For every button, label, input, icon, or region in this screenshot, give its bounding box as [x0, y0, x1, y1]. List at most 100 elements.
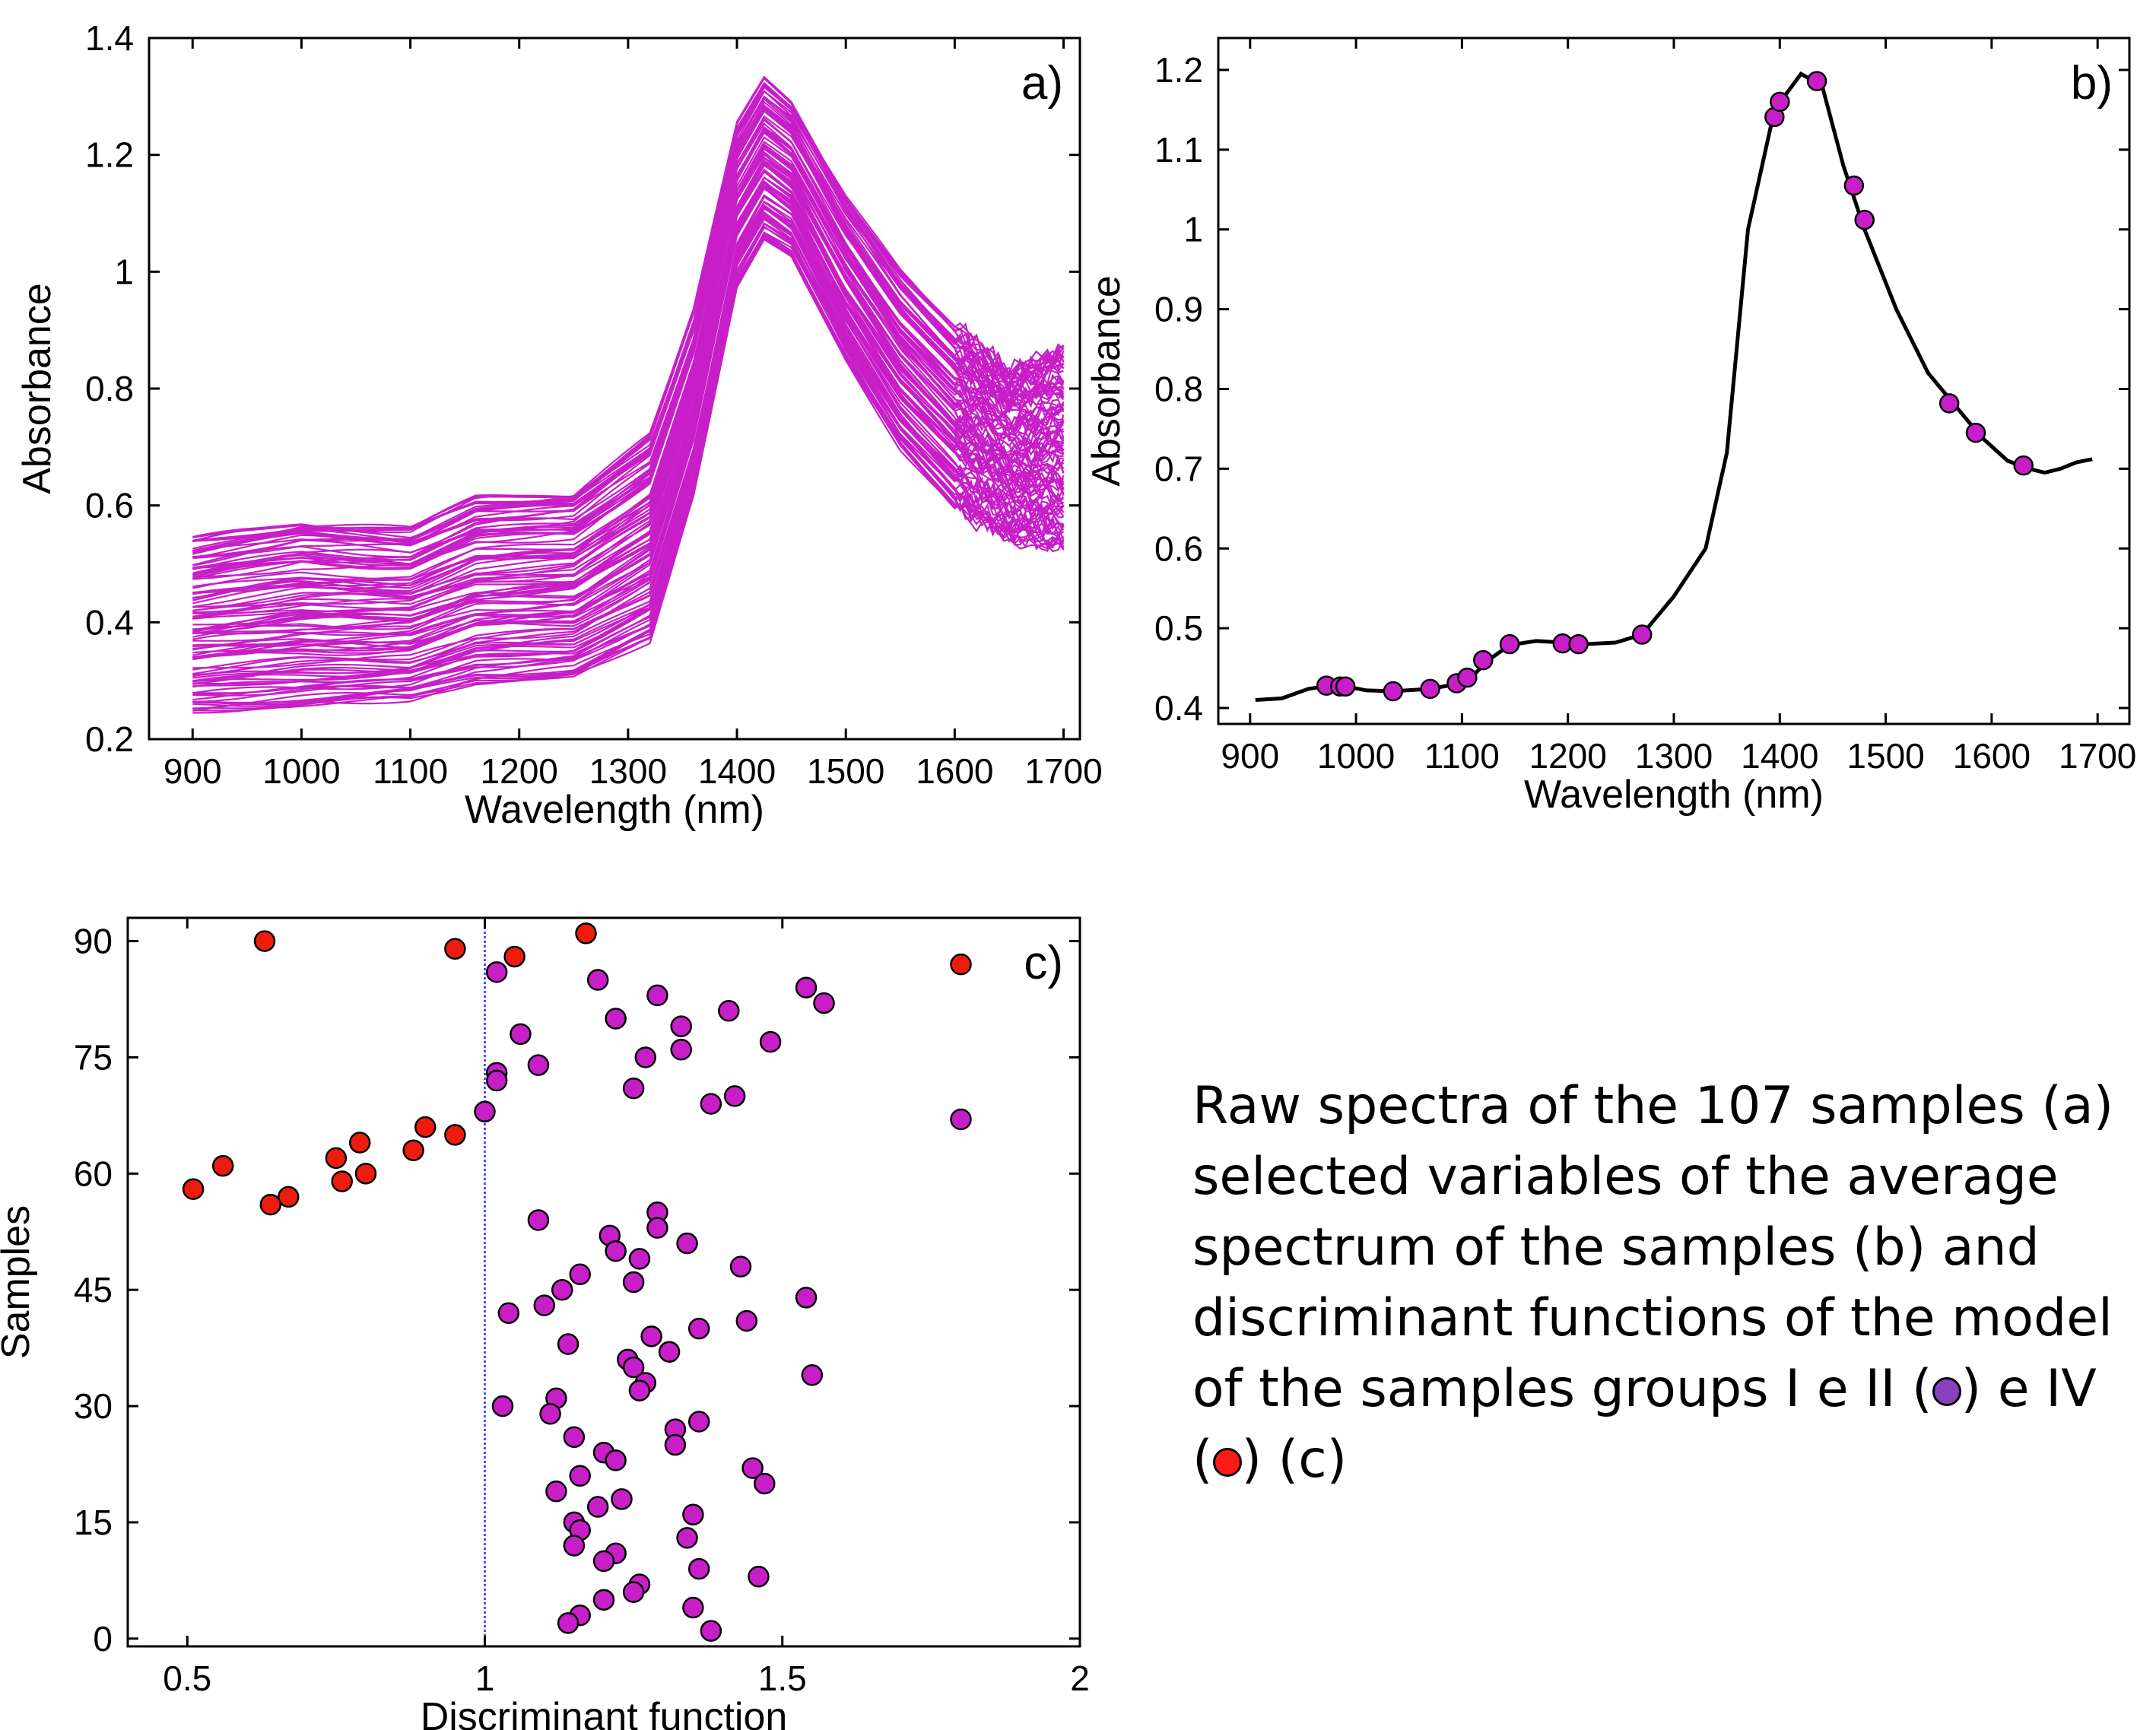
spectrum-line [192, 222, 1065, 695]
legend-marker-red [1212, 1448, 1242, 1478]
spectrum-line [192, 176, 1064, 651]
discriminant-point [402, 1139, 424, 1161]
discriminant-point [278, 1186, 300, 1208]
caption-text-part-3: ) (c) [1241, 1430, 1348, 1490]
discriminant-point [682, 1503, 704, 1525]
y-tick-label: 45 [74, 1270, 113, 1309]
discriminant-point [801, 1364, 824, 1386]
x-tick-label: 1400 [698, 751, 776, 791]
chart-c-ticks: 0.5 1 1.5 2 0 15 30 45 60 75 90 [74, 918, 1090, 1698]
discriminant-point [211, 1154, 234, 1177]
spectrum-line [192, 162, 1065, 630]
x-tick-label: 1700 [2059, 736, 2136, 776]
discriminant-point [795, 1287, 818, 1309]
discriminant-point [569, 1263, 591, 1286]
discriminant-point [735, 1309, 758, 1332]
spectrum-line [192, 89, 1065, 552]
spectrum-line [192, 203, 1064, 678]
discriminant-point [348, 1132, 371, 1154]
discriminant-point [325, 1147, 348, 1170]
discriminant-point [682, 1596, 704, 1619]
spectrum-line [192, 128, 1065, 599]
discriminant-point [474, 1100, 496, 1123]
discriminant-point [259, 1193, 282, 1216]
chart-a-x-axis-label: Wavelength (nm) [465, 788, 764, 832]
discriminant-point [497, 1302, 520, 1325]
discriminant-point [795, 976, 818, 998]
discriminant-point [182, 1178, 205, 1200]
x-tick-label: 1500 [1846, 736, 1924, 776]
chart-a-y-axis-label: Absorbance [15, 283, 59, 494]
discriminant-point [622, 1077, 645, 1100]
spectrum-line [192, 82, 1065, 543]
discriminant-point [545, 1480, 567, 1503]
discriminant-point [563, 1426, 586, 1449]
y-tick-label: 1.2 [1154, 50, 1203, 90]
selected-variable-point [1806, 71, 1827, 91]
chart-c-y-axis-label: Samples [0, 1205, 38, 1359]
discriminant-point [646, 984, 668, 1007]
discriminant-point [664, 1433, 687, 1456]
spectrum-line [192, 211, 1065, 683]
discriminant-point [563, 1535, 586, 1557]
chart-c-panel-label: c) [1024, 937, 1063, 989]
discriminant-point [748, 1566, 770, 1588]
discriminant-point [754, 1472, 776, 1495]
discriminant-point [640, 1325, 662, 1347]
chart-b-average-spectrum-line [1255, 71, 2093, 702]
spectrum-line [192, 182, 1065, 647]
x-tick-label: 1200 [1529, 736, 1607, 776]
spectrum-line [192, 163, 1065, 631]
spectrum-line [192, 128, 1065, 594]
chart-b-panel-label: b) [2071, 57, 2113, 110]
spectrum-line [192, 105, 1065, 576]
selected-variable-point [1770, 91, 1790, 113]
discriminant-point [729, 1255, 752, 1278]
discriminant-point [557, 1333, 579, 1355]
spectrum-line [192, 145, 1065, 617]
discriminant-point [700, 1093, 722, 1115]
discriminant-point [533, 1294, 555, 1316]
y-tick-label: 0.4 [1154, 688, 1203, 728]
discriminant-point [950, 953, 972, 976]
spectrum-line [192, 96, 1064, 567]
discriminant-point [950, 1108, 972, 1131]
spectrum-line [192, 100, 1064, 570]
discriminant-point [491, 1395, 514, 1417]
spectrum-line [192, 185, 1065, 659]
spectrum-line [192, 226, 1065, 703]
y-tick-label: 15 [74, 1503, 113, 1542]
discriminant-point [676, 1527, 698, 1549]
panel-a-spectra-chart: 900 1000 1100 1200 1300 1400 1500 1600 1700 0.2 0.… [15, 18, 1103, 832]
discriminant-point [622, 1581, 645, 1603]
x-tick-label: 1000 [1317, 736, 1395, 776]
discriminant-point [592, 1550, 615, 1573]
x-tick-label: 1200 [481, 751, 558, 791]
chart-c-plot-frame [126, 916, 1081, 1648]
discriminant-point [622, 1356, 645, 1379]
x-tick-label: 1600 [1953, 736, 2031, 776]
spectrum-line [192, 157, 1065, 631]
spectrum-line [192, 169, 1065, 640]
x-tick-label: 1500 [807, 751, 884, 791]
y-tick-label: 0 [93, 1619, 113, 1659]
discriminant-point [687, 1317, 710, 1340]
y-tick-label: 1.4 [85, 18, 134, 58]
chart-a-panel-label: a) [1021, 57, 1063, 110]
discriminant-point [628, 1379, 651, 1401]
discriminant-point [646, 1217, 668, 1239]
discriminant-point [592, 1589, 615, 1611]
discriminant-point [331, 1170, 353, 1192]
x-tick-label: 0.5 [163, 1659, 211, 1698]
y-tick-label: 0.6 [1154, 529, 1203, 568]
panel-c-discriminant-chart: 0.5 1 1.5 2 0 15 30 45 60 75 90 Discriminant funct… [0, 916, 1090, 1730]
selected-variable-point [1499, 633, 1520, 655]
chart-b-ticks: 900 1000 1100 1200 1300 1400 1500 1600 1700 0.4 0.… [1154, 38, 2136, 776]
x-tick-label: 900 [1221, 736, 1279, 776]
discriminant-point [557, 1612, 579, 1634]
spectrum-line [192, 153, 1065, 620]
spectrum-line [192, 238, 1064, 712]
spectrum-line [192, 194, 1064, 671]
spectrum-line [192, 129, 1065, 594]
discriminant-point [700, 1620, 722, 1642]
